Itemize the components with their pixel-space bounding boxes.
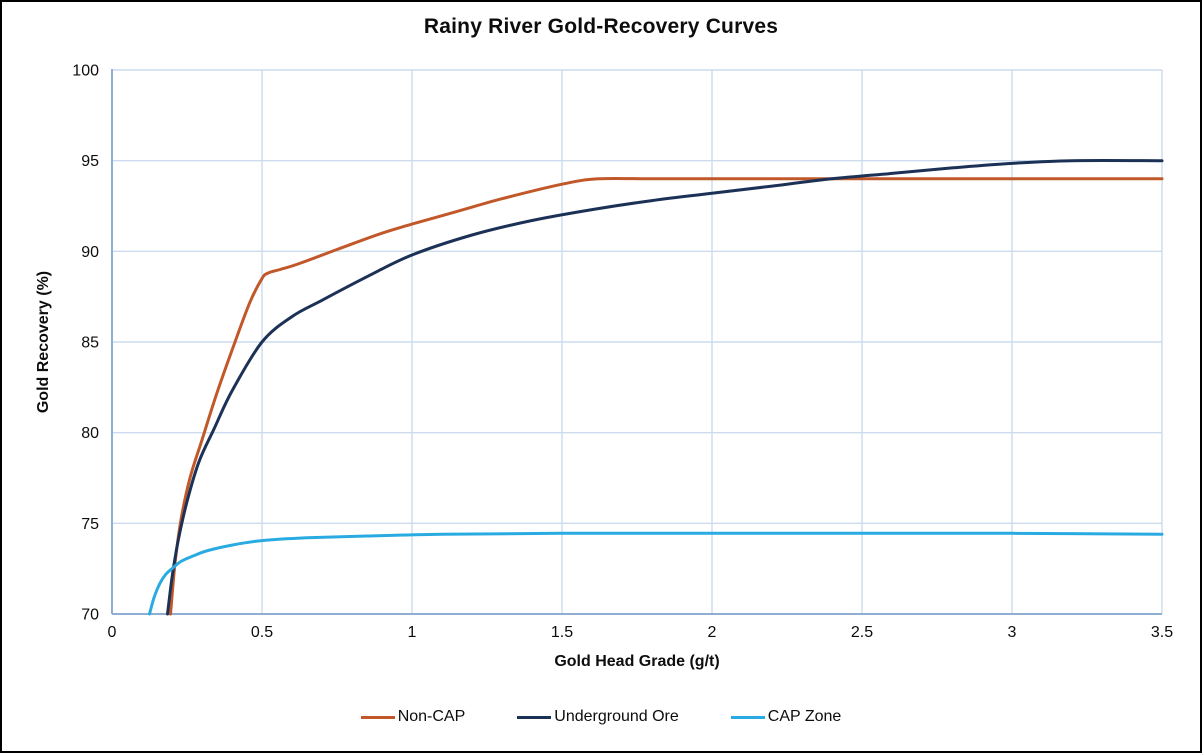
legend-swatch xyxy=(360,715,395,719)
x-tick-label: 2.5 xyxy=(851,624,873,641)
legend-item: Non-CAP xyxy=(360,708,466,726)
legend-item: CAP Zone xyxy=(730,708,842,726)
chart-title: Rainy River Gold-Recovery Curves xyxy=(423,15,779,38)
y-tick-label: 75 xyxy=(81,516,99,533)
legend-swatch xyxy=(517,715,552,719)
series-line-cap-zone xyxy=(148,531,1164,616)
y-tick-label: 100 xyxy=(72,63,99,80)
legend-item: Underground Ore xyxy=(517,708,679,726)
x-tick-label: 1 xyxy=(408,624,417,641)
y-tick-label: 85 xyxy=(81,335,99,352)
x-tick-label: 2 xyxy=(708,624,717,641)
legend-label: CAP Zone xyxy=(767,708,842,725)
legend-label: Non-CAP xyxy=(397,708,466,725)
series-line-non-cap xyxy=(169,176,1164,616)
legend-swatch xyxy=(730,715,765,719)
legend-label: Underground Ore xyxy=(554,708,679,725)
x-tick-label: 3.5 xyxy=(1151,624,1173,641)
x-tick-label: 3 xyxy=(1008,624,1017,641)
y-tick-label: 95 xyxy=(81,153,99,170)
y-tick-label: 80 xyxy=(81,425,99,442)
y-tick-label: 70 xyxy=(81,607,99,624)
y-tick-label: 90 xyxy=(81,244,99,261)
x-axis-title: Gold Head Grade (g/t) xyxy=(554,653,720,670)
x-tick-label: 0 xyxy=(108,624,117,641)
legend: Non-CAP Underground Ore CAP Zone xyxy=(2,708,1200,726)
y-axis-title: Gold Recovery (%) xyxy=(35,270,52,414)
x-tick-label: 0.5 xyxy=(251,624,273,641)
x-tick-label: 1.5 xyxy=(551,624,573,641)
series-line-underground-ore xyxy=(166,158,1164,616)
